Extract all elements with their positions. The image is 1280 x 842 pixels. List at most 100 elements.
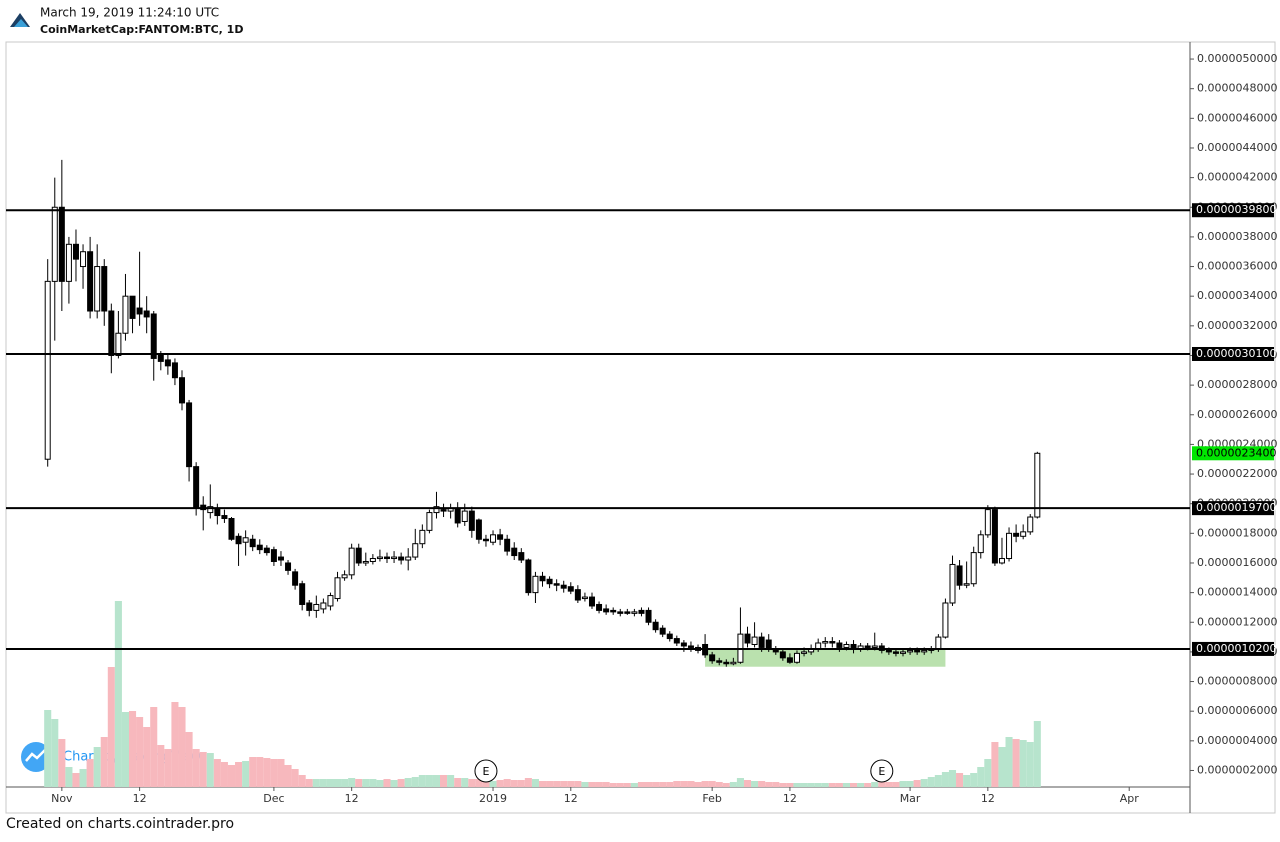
volume-bar [892, 782, 900, 787]
volume-bar [652, 782, 660, 787]
x-tick-label: Feb [702, 792, 721, 805]
frame [5, 41, 1276, 814]
chart-title: CoinMarketCap:FANTOM:BTC, 1D [40, 23, 243, 36]
volume-bar [496, 780, 504, 787]
volume-bar [715, 782, 723, 787]
volume-bar [220, 762, 228, 787]
candle-body [433, 506, 440, 514]
logo-mark-inner [14, 19, 28, 27]
volume-bar [277, 759, 285, 787]
candle-body [115, 332, 122, 356]
y-tick-label: 0.0000004000 [1197, 734, 1277, 747]
volume-bar [1033, 721, 1041, 787]
candle-body [235, 535, 242, 545]
volume-bar [107, 667, 115, 787]
candle-body [546, 578, 553, 585]
volume-bar [383, 779, 391, 787]
volume-bar [588, 782, 596, 787]
volume-bar [1026, 742, 1034, 787]
volume-bar [178, 707, 186, 787]
volume-bar [284, 765, 292, 787]
volume-bar [355, 779, 363, 787]
candle-body [730, 661, 737, 665]
x-tick-label: 12 [783, 792, 797, 805]
volume-bar [645, 782, 653, 787]
candle-body [249, 538, 256, 548]
level-label-bg [1192, 346, 1274, 361]
volume-bar [871, 782, 879, 787]
x-tick-label: 12 [981, 792, 995, 805]
volume-bar [256, 757, 264, 787]
candle-body [758, 636, 765, 648]
candle-body [51, 206, 58, 282]
candle-body [1006, 532, 1013, 560]
y-tick-label: 0.0000016000 [1197, 556, 1277, 569]
candle-body [263, 547, 270, 554]
candle-body [666, 633, 673, 640]
candle-body [454, 507, 461, 524]
x-tick-label: 12 [564, 792, 578, 805]
candle-body [970, 552, 977, 585]
candle-body [440, 509, 447, 512]
volume-bar [977, 767, 985, 787]
volume-bar [263, 758, 271, 787]
candle-body [914, 649, 921, 653]
candle-body [567, 586, 574, 592]
candle-body [482, 538, 489, 542]
candle-body [277, 556, 284, 561]
volume-bar [963, 775, 971, 787]
volume-bar [701, 781, 709, 787]
volume-bar [79, 769, 87, 787]
volume-bar [736, 778, 744, 787]
logo-mark [10, 13, 30, 27]
candle-body [836, 642, 843, 648]
volume-bar [835, 783, 843, 787]
volume-bar [468, 779, 476, 787]
candle-body [716, 660, 723, 663]
candle-body [405, 556, 412, 561]
candle-body [285, 562, 292, 571]
logo [9, 9, 31, 29]
candle-body [256, 544, 263, 551]
volume-bar [553, 781, 561, 787]
volume-bar [185, 732, 193, 787]
volume-bar [503, 779, 511, 787]
volume-bar [376, 780, 384, 787]
x-tick-label: 12 [345, 792, 359, 805]
volume-bar [404, 778, 412, 787]
candle-body [765, 639, 772, 650]
y-tick-label: 0.0000018000 [1197, 526, 1277, 539]
candle-body [468, 510, 475, 531]
candle-body [369, 558, 376, 562]
candle-body [581, 596, 588, 600]
volume-bar [758, 781, 766, 787]
volume-bar [920, 779, 928, 787]
volume-bar [560, 781, 568, 787]
candle-body [638, 609, 645, 614]
candle-body [108, 310, 115, 356]
candle-body [709, 654, 716, 662]
candle-body [659, 627, 666, 635]
volume-bar [93, 747, 101, 787]
event-label: E [878, 765, 885, 778]
volume-bar [659, 782, 667, 787]
volume-bar [447, 775, 455, 787]
y-tick-label: 0.0000022000 [1197, 467, 1277, 480]
candle-body [779, 651, 786, 659]
candle-body [539, 575, 546, 582]
candle-body [610, 609, 617, 613]
footer: Created on charts.cointrader.pro [6, 816, 234, 832]
y-tick-label: 0.0000012000 [1197, 615, 1277, 628]
volume-bar [899, 781, 907, 787]
volume-bar [411, 777, 419, 787]
volume-bar [970, 773, 978, 787]
volume-bar [333, 779, 342, 787]
volume-bar [157, 745, 165, 787]
candle-body [136, 307, 143, 315]
candle-body [398, 556, 405, 561]
candle-body [984, 509, 991, 536]
y-tick-label: 0.0000008000 [1197, 675, 1277, 688]
volume-bar [609, 783, 617, 787]
level-label-bg [1192, 501, 1274, 516]
candle-body [631, 611, 638, 614]
